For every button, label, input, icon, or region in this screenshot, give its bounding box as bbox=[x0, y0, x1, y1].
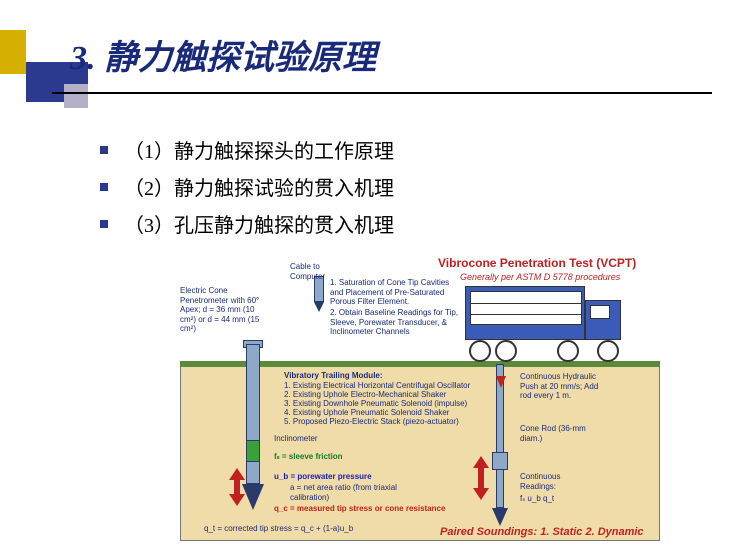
inclinometer-label: Inclinometer bbox=[274, 434, 318, 444]
diagram-subtitle: Generally per ASTM D 5778 procedures bbox=[460, 272, 620, 282]
diagram-title: Vibrocone Penetration Test (VCPT) bbox=[438, 256, 636, 270]
bullet-text: （1）静力触探探头的工作原理 bbox=[124, 135, 394, 164]
decor-block-yellow bbox=[0, 30, 26, 74]
bullet-item: （1）静力触探探头的工作原理 bbox=[100, 135, 394, 164]
wheel-icon bbox=[469, 340, 491, 362]
fs-label: fₛ = sleeve friction bbox=[274, 452, 343, 462]
truck-icon bbox=[465, 286, 645, 364]
bullet-item: （2）静力触探试验的贯入机理 bbox=[100, 172, 394, 201]
readings-label: Continuous Readings: bbox=[520, 472, 590, 491]
bullet-square-icon bbox=[100, 220, 108, 228]
wheel-icon bbox=[557, 340, 579, 362]
probe-sleeve bbox=[246, 440, 260, 462]
bullet-square-icon bbox=[100, 183, 108, 191]
setup-note-1: 1. Saturation of Cone Tip Cavities and P… bbox=[330, 278, 460, 307]
vib-module-title: Vibratory Trailing Module: bbox=[284, 371, 474, 381]
vibration-arrow-icon bbox=[476, 466, 486, 490]
setup-note-2: 2. Obtain Baseline Readings for Tip, Sle… bbox=[330, 308, 460, 337]
probe-tip bbox=[242, 484, 264, 510]
truck-panel bbox=[470, 291, 582, 325]
truck-cab bbox=[585, 300, 621, 340]
bullet-square-icon bbox=[100, 146, 108, 154]
title-underline bbox=[52, 92, 712, 94]
wheel-icon bbox=[597, 340, 619, 362]
slide-title: 3. 静力触探试验原理 bbox=[70, 30, 376, 79]
readings-symbols: fₛ u_b q_t bbox=[520, 494, 554, 504]
bullet-text: （2）静力触探试验的贯入机理 bbox=[124, 172, 394, 201]
mini-probe-icon bbox=[314, 276, 324, 312]
vib-item-5: 5. Proposed Piezo-Electric Stack (piezo-… bbox=[284, 417, 474, 427]
mini-probe-tip bbox=[314, 302, 324, 312]
left-probe-label: Electric Cone Penetrometer with 60° Apex… bbox=[180, 286, 260, 334]
qt-formula: q_t = corrected tip stress = q_c + (1-a)… bbox=[204, 524, 353, 533]
push-label: Continuous Hydraulic Push at 20 mm/s; Ad… bbox=[520, 372, 600, 401]
bullet-list: （1）静力触探探头的工作原理 （2）静力触探试验的贯入机理 （3）孔压静力触探的… bbox=[100, 135, 394, 246]
rod-coupler bbox=[492, 452, 508, 470]
qc-label: q_c = measured tip stress or cone resist… bbox=[274, 504, 445, 514]
push-arrow-icon bbox=[496, 376, 506, 388]
vcpt-diagram: Vibrocone Penetration Test (VCPT) Genera… bbox=[180, 256, 660, 541]
wheel-icon bbox=[495, 340, 517, 362]
bullet-text: （3）孔压静力触探的贯入机理 bbox=[124, 209, 394, 238]
truck-trailer bbox=[465, 286, 585, 340]
u-label: u_b = porewater pressure bbox=[274, 472, 372, 482]
decor-block-gray bbox=[64, 84, 88, 108]
paired-soundings-label: Paired Soundings: 1. Static 2. Dynamic bbox=[440, 526, 644, 538]
vibration-arrow-icon bbox=[232, 478, 242, 496]
rod-label: Cone Rod (36-mm diam.) bbox=[520, 424, 600, 443]
probe-body bbox=[246, 344, 260, 484]
dynamic-probe-tip bbox=[492, 508, 508, 526]
a-label: a = net area ratio (from triaxial calibr… bbox=[290, 483, 420, 502]
truck-window bbox=[590, 305, 610, 319]
bullet-item: （3）孔压静力触探的贯入机理 bbox=[100, 209, 394, 238]
